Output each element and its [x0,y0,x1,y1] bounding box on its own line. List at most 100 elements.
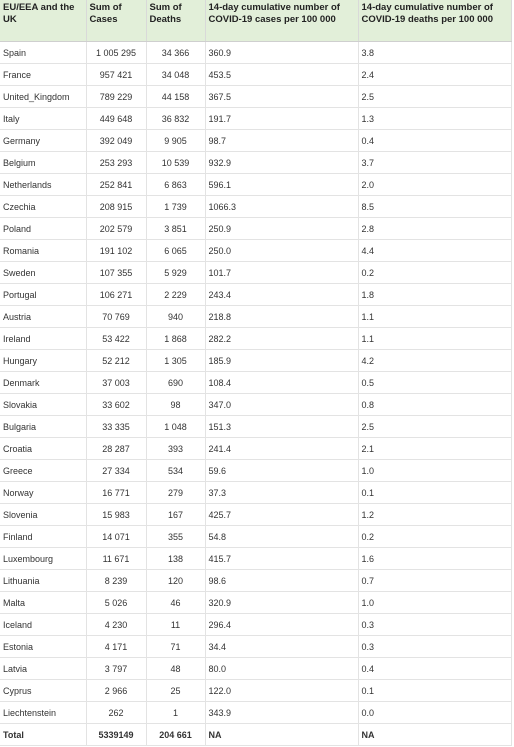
table-cell: 16 771 [86,481,147,504]
table-cell: 0.0 [358,701,512,724]
header-cell: 14-day cumulative number of COVID-19 dea… [358,0,512,42]
table-cell: 53 422 [86,327,147,350]
table-row: Greece 27 334 534 59.6 1.0 [0,459,512,482]
table-cell: 107 355 [86,261,147,284]
table-cell: 6 065 [146,239,206,262]
table-cell: 1 [146,701,206,724]
table-cell: 355 [146,525,206,548]
table-cell: 360.9 [205,41,359,64]
table-cell: 202 579 [86,217,147,240]
table-row: France 957 421 34 048 453.5 2.4 [0,63,512,86]
table-cell: 9 905 [146,129,206,152]
table-cell: Finland [0,525,87,548]
table-cell: 279 [146,481,206,504]
table-cell: 218.8 [205,305,359,328]
table-cell: 10 539 [146,151,206,174]
table-cell: NA [358,723,512,746]
table-cell: 1066.3 [205,195,359,218]
table-cell: 191.7 [205,107,359,130]
table-row: Belgium 253 293 10 539 932.9 3.7 [0,151,512,174]
table-cell: 0.1 [358,679,512,702]
table-cell: 122.0 [205,679,359,702]
table-cell: 37.3 [205,481,359,504]
table-cell: 243.4 [205,283,359,306]
table-cell: 449 648 [86,107,147,130]
header-cell: Sum of Deaths [146,0,206,42]
table-cell: NA [205,723,359,746]
table-cell: 250.9 [205,217,359,240]
table-cell: Liechtenstein [0,701,87,724]
table-cell: 453.5 [205,63,359,86]
table-row: Hungary 52 212 1 305 185.9 4.2 [0,349,512,372]
table-cell: 415.7 [205,547,359,570]
table-cell: 98.7 [205,129,359,152]
table-cell: 44 158 [146,85,206,108]
table-cell: 393 [146,437,206,460]
table-cell: 2.5 [358,85,512,108]
table-cell: 0.3 [358,635,512,658]
table-row: Cyprus 2 966 25 122.0 0.1 [0,679,512,702]
table-cell: 3 797 [86,657,147,680]
table-cell: 14 071 [86,525,147,548]
table-cell: 27 334 [86,459,147,482]
table-cell: 106 271 [86,283,147,306]
table-cell: United_Kingdom [0,85,87,108]
table-cell: 120 [146,569,206,592]
table-cell: Slovenia [0,503,87,526]
table-cell: 5339149 [86,723,147,746]
table-cell: 343.9 [205,701,359,724]
table-cell: Luxembourg [0,547,87,570]
table-cell: 98 [146,393,206,416]
table-cell: 0.5 [358,371,512,394]
table-cell: Sweden [0,261,87,284]
table-cell: 1 005 295 [86,41,147,64]
table-cell: 25 [146,679,206,702]
table-row: Finland 14 071 355 54.8 0.2 [0,525,512,548]
table-cell: Iceland [0,613,87,636]
table-cell: 4.4 [358,239,512,262]
table-cell: Belgium [0,151,87,174]
table-cell: 1 048 [146,415,206,438]
table-cell: 2.1 [358,437,512,460]
table-cell: 250.0 [205,239,359,262]
table-row: Croatia 28 287 393 241.4 2.1 [0,437,512,460]
table-cell: 282.2 [205,327,359,350]
table-cell: 425.7 [205,503,359,526]
table-row: Romania 191 102 6 065 250.0 4.4 [0,239,512,262]
table-cell: 1.1 [358,305,512,328]
table-cell: 36 832 [146,107,206,130]
table-row: Iceland 4 230 11 296.4 0.3 [0,613,512,636]
table-row: Poland 202 579 3 851 250.9 2.8 [0,217,512,240]
table-cell: 1.2 [358,503,512,526]
table-cell: Estonia [0,635,87,658]
table-body: Spain 1 005 295 34 366 360.9 3.8 France 957 42… [0,41,512,746]
table-cell: 101.7 [205,261,359,284]
table-cell: 347.0 [205,393,359,416]
table-cell: 241.4 [205,437,359,460]
header-cell: EU/EEA and the UK [0,0,87,42]
table-cell: 11 671 [86,547,147,570]
table-cell: 253 293 [86,151,147,174]
table-cell: Total [0,723,87,746]
table-cell: Austria [0,305,87,328]
table-cell: 185.9 [205,349,359,372]
table-cell: France [0,63,87,86]
table-row: Spain 1 005 295 34 366 360.9 3.8 [0,41,512,64]
table-cell: 15 983 [86,503,147,526]
total-row: Total 5339149 204 661 NA NA [0,723,512,746]
table-cell: 3 851 [146,217,206,240]
table-row: Germany 392 049 9 905 98.7 0.4 [0,129,512,152]
table-cell: 789 229 [86,85,147,108]
table-cell: Poland [0,217,87,240]
table-cell: 34 048 [146,63,206,86]
table-cell: 1 868 [146,327,206,350]
table-cell: 3.8 [358,41,512,64]
table-row: Luxembourg 11 671 138 415.7 1.6 [0,547,512,570]
table-cell: 4.2 [358,349,512,372]
table-cell: 0.4 [358,129,512,152]
table-cell: 2.4 [358,63,512,86]
table-cell: 367.5 [205,85,359,108]
table-cell: 8.5 [358,195,512,218]
table-cell: Romania [0,239,87,262]
